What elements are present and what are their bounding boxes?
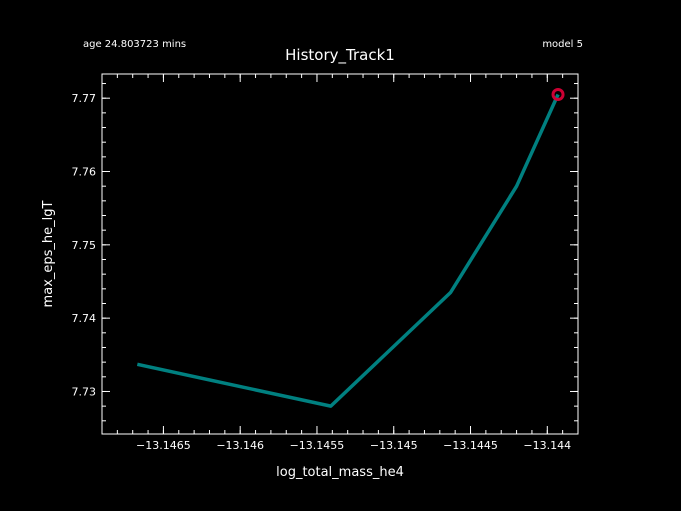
current-point-marker — [551, 88, 565, 102]
y-tick-label: 7.76 — [72, 166, 97, 179]
series-group — [136, 88, 565, 408]
y-tick-label: 7.74 — [72, 312, 97, 325]
age-label: age 24.803723 mins — [83, 39, 186, 50]
axis-ticks — [101, 74, 579, 434]
y-axis-label: max_eps_he_lgT — [41, 200, 56, 307]
x-tick-label: −13.1465 — [136, 439, 191, 452]
chart-title: History_Track1 — [285, 46, 395, 65]
y-tick-label: 7.73 — [72, 385, 97, 398]
tick-labels: −13.1465 −13.146 −13.1455 −13.145 −13.1445 −1… — [72, 92, 572, 452]
x-tick-label: −13.145 — [370, 439, 418, 452]
y-tick-label: 7.77 — [72, 92, 97, 105]
x-tick-label: −13.146 — [216, 439, 264, 452]
x-axis-label: log_total_mass_he4 — [276, 465, 404, 480]
y-tick-label: 7.75 — [72, 239, 97, 252]
model-label: model 5 — [542, 39, 583, 50]
x-tick-label: −13.1455 — [290, 439, 345, 452]
plot-frame — [101, 73, 579, 435]
x-tick-label: −13.1445 — [443, 439, 498, 452]
series-line — [136, 93, 560, 408]
x-tick-label: −13.144 — [523, 439, 571, 452]
